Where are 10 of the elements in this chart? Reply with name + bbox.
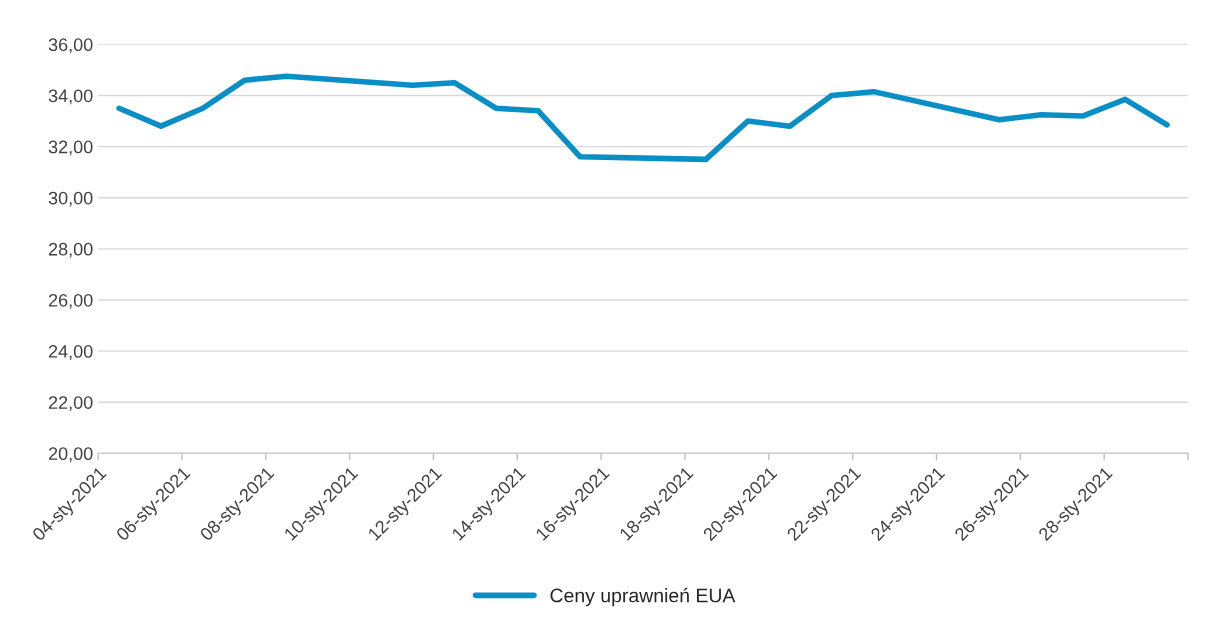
y-tick-label: 34,00 [48,89,93,105]
y-tick-label: 30,00 [48,191,93,207]
y-tick-label: 20,00 [48,447,93,463]
y-tick-label: 28,00 [48,242,93,258]
y-tick-label: 22,00 [48,396,93,412]
y-tick-label: 32,00 [48,140,93,156]
y-tick-label: 36,00 [48,38,93,54]
y-tick-label: 24,00 [48,345,93,360]
legend-label: Ceny uprawnień EUA [550,587,736,607]
y-tick-label: 26,00 [48,293,93,309]
